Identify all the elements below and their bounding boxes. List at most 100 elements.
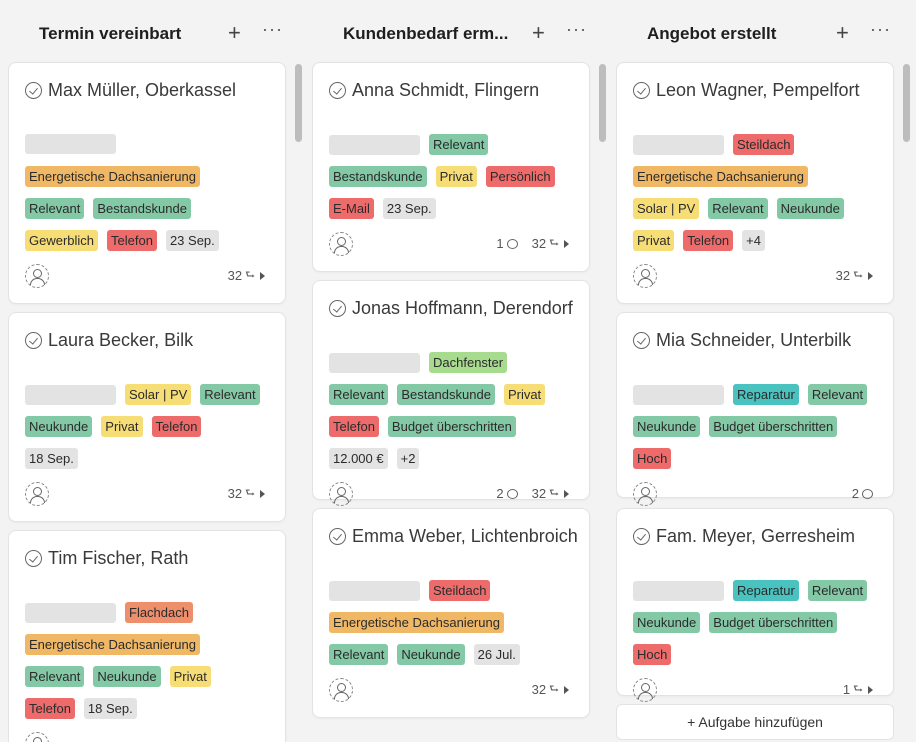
tag-row: Privat Telefon +4 — [633, 230, 765, 251]
tag: Privat — [101, 416, 143, 437]
tag: Budget überschritten — [387, 416, 516, 437]
column-more-button[interactable]: ··· — [870, 19, 891, 39]
tag-row: Gewerblich Telefon 23 Sep. — [25, 230, 219, 251]
assignee-avatar-icon[interactable] — [25, 482, 49, 506]
assignee-avatar-icon[interactable] — [633, 482, 657, 506]
card-title: Jonas Hoffmann, Derendorf — [329, 298, 573, 319]
check-circle-icon[interactable] — [329, 300, 346, 317]
check-circle-icon[interactable] — [633, 332, 650, 349]
subtask-count[interactable]: 1 ⮑ — [843, 682, 873, 697]
subtask-icon: ⮑ — [549, 683, 559, 695]
tag-row: Relevant — [329, 134, 489, 155]
card-title: Fam. Meyer, Gerresheim — [633, 526, 855, 547]
check-circle-icon[interactable] — [25, 82, 42, 99]
comment-icon — [506, 488, 518, 499]
placeholder-field — [329, 134, 420, 155]
add-card-button[interactable]: + — [228, 20, 241, 45]
check-circle-icon[interactable] — [25, 550, 42, 567]
tag-row: Bestandskunde Privat Persönlich — [329, 166, 555, 187]
column-scrollbar[interactable] — [902, 62, 912, 742]
check-circle-icon[interactable] — [633, 82, 650, 99]
tag: Relevant — [200, 384, 260, 405]
task-card[interactable]: Fam. Meyer, Gerresheim Reparatur Relevant N… — [616, 508, 894, 702]
caret-right-icon — [564, 239, 569, 248]
tag-row: 18 Sep. — [25, 448, 78, 469]
add-card-button[interactable]: + — [836, 20, 849, 45]
tag-row: Neukunde Budget überschritten — [633, 612, 838, 633]
check-circle-icon[interactable] — [329, 82, 346, 99]
column-scrollbar[interactable] — [294, 62, 304, 742]
subtask-count[interactable]: 32 ⮑ — [836, 268, 873, 283]
card-title: Tim Fischer, Rath — [25, 548, 188, 569]
card-title-text: Mia Schneider, Unterbilk — [656, 330, 852, 350]
tag-row: Energetische Dachsanierung — [633, 166, 808, 187]
caret-right-icon — [868, 685, 873, 694]
tag: Privat — [633, 230, 675, 251]
tag: Solar | PV — [633, 198, 700, 219]
subtask-count-value: 32 — [531, 682, 547, 697]
assignee-avatar-icon[interactable] — [633, 264, 657, 288]
task-card[interactable]: Tim Fischer, Rath Flachdach Energetische D… — [8, 530, 286, 742]
add-card-button[interactable]: + — [532, 20, 545, 45]
tag: Gewerblich — [25, 230, 99, 251]
tag: Bestandskunde — [329, 166, 427, 187]
tag: 18 Sep. — [83, 698, 137, 719]
assignee-avatar-icon[interactable] — [329, 482, 353, 506]
task-card[interactable]: Anna Schmidt, Flingern Relevant Bestandsku… — [312, 62, 590, 272]
subtask-count[interactable]: 32 ⮑ — [228, 486, 265, 501]
subtask-count[interactable]: 32 ⮑ — [532, 486, 569, 501]
tag: Telefon — [107, 230, 157, 251]
task-card[interactable]: Leon Wagner, Pempelfort Steildach Energeti… — [616, 62, 894, 304]
subtask-icon: ⮑ — [245, 487, 255, 499]
task-card[interactable]: Max Müller, Oberkassel Energetische Dachs… — [8, 62, 286, 304]
tag: Relevant — [25, 198, 85, 219]
scrollbar-thumb[interactable] — [903, 64, 910, 142]
tag: Relevant — [807, 580, 868, 601]
scrollbar-thumb[interactable] — [599, 64, 606, 142]
subtask-count[interactable]: 32 ⮑ — [532, 236, 569, 251]
card-title: Max Müller, Oberkassel — [25, 80, 236, 101]
tag: E-Mail — [329, 198, 374, 219]
check-circle-icon[interactable] — [633, 528, 650, 545]
tag: Persönlich — [485, 166, 555, 187]
column-scrollbar[interactable] — [598, 62, 608, 742]
tag: Telefon — [25, 698, 75, 719]
comment-count[interactable]: 2 — [852, 486, 873, 501]
task-card[interactable]: Laura Becker, Bilk Solar | PV Relevant Neuk… — [8, 312, 286, 522]
subtask-count[interactable]: 32 ⮑ — [228, 268, 265, 283]
tag: Steildach — [429, 580, 491, 601]
task-card[interactable]: Jonas Hoffmann, Derendorf Dachfenster Rele… — [312, 280, 590, 506]
tag: Privat — [169, 666, 211, 687]
tag: 12.000 € — [329, 448, 388, 469]
tag: Steildach — [733, 134, 795, 155]
assignee-avatar-icon[interactable] — [329, 678, 353, 702]
column-header: Angebot erstellt + ··· — [616, 0, 912, 62]
check-circle-icon[interactable] — [329, 528, 346, 545]
scrollbar-thumb[interactable] — [295, 64, 302, 142]
column-header: Kundenbedarf erm... + ··· — [312, 0, 608, 62]
tag: Relevant — [807, 384, 868, 405]
subtask-count[interactable]: 32 ⮑ — [532, 682, 569, 697]
assignee-avatar-icon[interactable] — [633, 678, 657, 702]
tag-row: Telefon Budget überschritten — [329, 416, 516, 437]
column-more-button[interactable]: ··· — [262, 19, 283, 39]
comment-count[interactable]: 2 — [496, 486, 518, 501]
assignee-avatar-icon[interactable] — [25, 732, 49, 742]
assignee-avatar-icon[interactable] — [329, 232, 353, 256]
tag: Reparatur — [733, 384, 799, 405]
tag: Privat — [503, 384, 546, 405]
assignee-avatar-icon[interactable] — [25, 264, 49, 288]
tag-row: Steildach — [633, 134, 795, 155]
check-circle-icon[interactable] — [25, 332, 42, 349]
column-more-button[interactable]: ··· — [566, 19, 587, 39]
add-task-button[interactable]: + Aufgabe hinzufügen — [616, 704, 894, 740]
task-card[interactable]: Emma Weber, Lichtenbroich Steildach Energe… — [312, 508, 590, 718]
card-title: Anna Schmidt, Flingern — [329, 80, 539, 101]
tag: Energetische Dachsanierung — [329, 612, 504, 633]
placeholder-field — [329, 580, 420, 601]
task-card[interactable]: Mia Schneider, Unterbilk Reparatur Relevan… — [616, 312, 894, 506]
caret-right-icon — [564, 685, 569, 694]
subtask-count-value: 32 — [227, 486, 243, 501]
comment-count[interactable]: 1 — [496, 236, 518, 251]
card-meta: 1 32 ⮑ — [496, 236, 569, 251]
